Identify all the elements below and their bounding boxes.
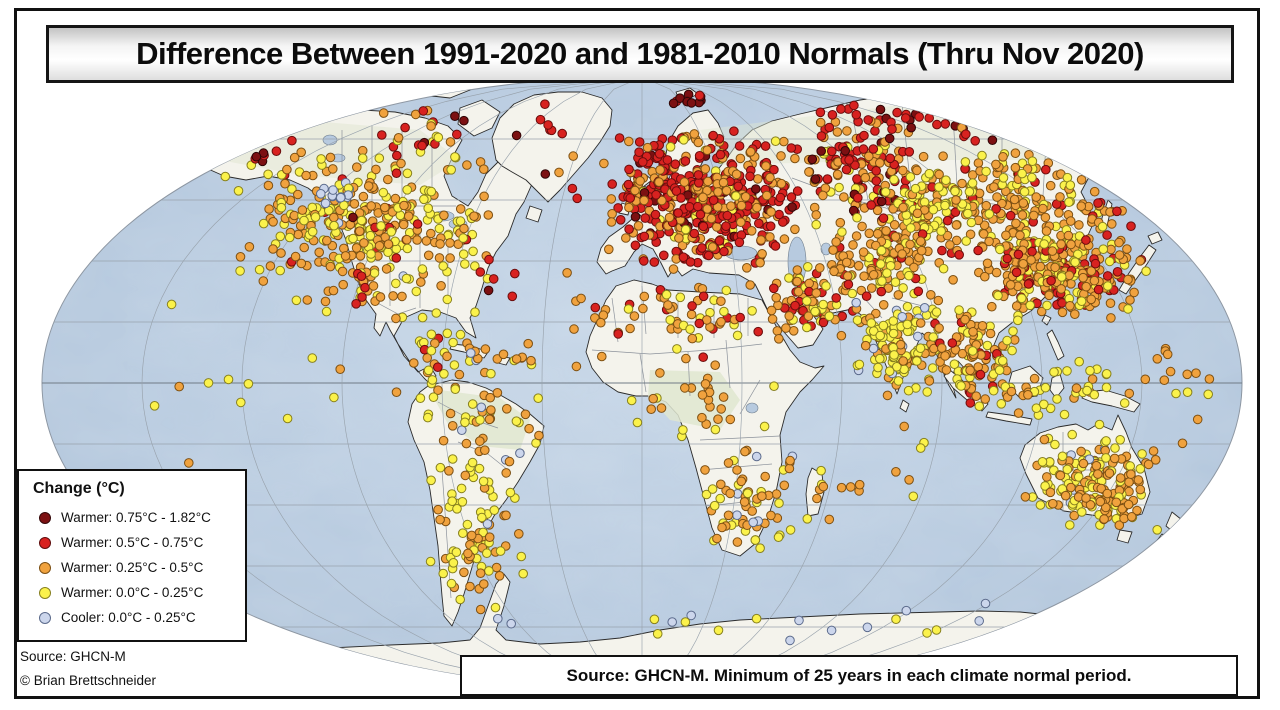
- graticule: [42, 77, 1242, 689]
- land-taiwan: [1041, 314, 1052, 326]
- legend-item: Cooler: 0.0°C - 0.25°C: [33, 605, 235, 630]
- warmer-00-025-dot-icon: [39, 586, 51, 599]
- map-title-bar: Difference Between 1991-2020 and 1981-20…: [46, 25, 1234, 83]
- lake-victoria: [745, 402, 759, 414]
- legend-label: Warmer: 0.75°C - 1.82°C: [61, 510, 211, 525]
- cooler-00-025-dot-icon: [39, 611, 51, 624]
- land-arctic-islands: [339, 91, 391, 107]
- legend: Change (°C) Warmer: 0.75°C - 1.82°C Warm…: [17, 469, 247, 642]
- warmer-025-05-dot-icon: [39, 561, 51, 574]
- warmer-05-075-dot-icon: [39, 536, 51, 549]
- land-tasmania: [1116, 529, 1133, 544]
- legend-label: Cooler: 0.0°C - 0.25°C: [61, 610, 196, 625]
- land-baffin-island: [457, 99, 501, 137]
- credit-source: Source: GHCN-M: [20, 649, 126, 664]
- legend-item: Warmer: 0.5°C - 0.75°C: [33, 530, 235, 555]
- credits: Source: GHCN-M © Brian Brettschneider: [20, 645, 156, 693]
- land-java: [985, 411, 1033, 426]
- land-philippines: [1046, 329, 1065, 361]
- land-greenland: [491, 91, 613, 203]
- credit-copyright: © Brian Brettschneider: [20, 673, 157, 688]
- footer-note-box: Source: GHCN-M. Minimum of 25 years in e…: [460, 655, 1238, 696]
- map-title: Difference Between 1991-2020 and 1981-20…: [136, 36, 1144, 71]
- legend-label: Warmer: 0.5°C - 0.75°C: [61, 535, 204, 550]
- land-sri-lanka: [899, 399, 910, 413]
- legend-title: Change (°C): [33, 480, 125, 497]
- footer-note: Source: GHCN-M. Minimum of 25 years in e…: [566, 665, 1132, 685]
- legend-item: Warmer: 0.0°C - 0.25°C: [33, 580, 235, 605]
- land-newfoundland: [525, 205, 543, 223]
- land-hokkaido: [1147, 231, 1163, 245]
- legend-item: Warmer: 0.25°C - 0.5°C: [33, 555, 235, 580]
- warmer-075-182-dot-icon: [39, 511, 51, 524]
- legend-item: Warmer: 0.75°C - 1.82°C: [33, 505, 235, 530]
- land-madagascar: [805, 467, 825, 517]
- legend-label: Warmer: 0.0°C - 0.25°C: [61, 585, 204, 600]
- great-bear-lake: [322, 134, 338, 146]
- legend-label: Warmer: 0.25°C - 0.5°C: [61, 560, 204, 575]
- station-dots: [149, 89, 1215, 646]
